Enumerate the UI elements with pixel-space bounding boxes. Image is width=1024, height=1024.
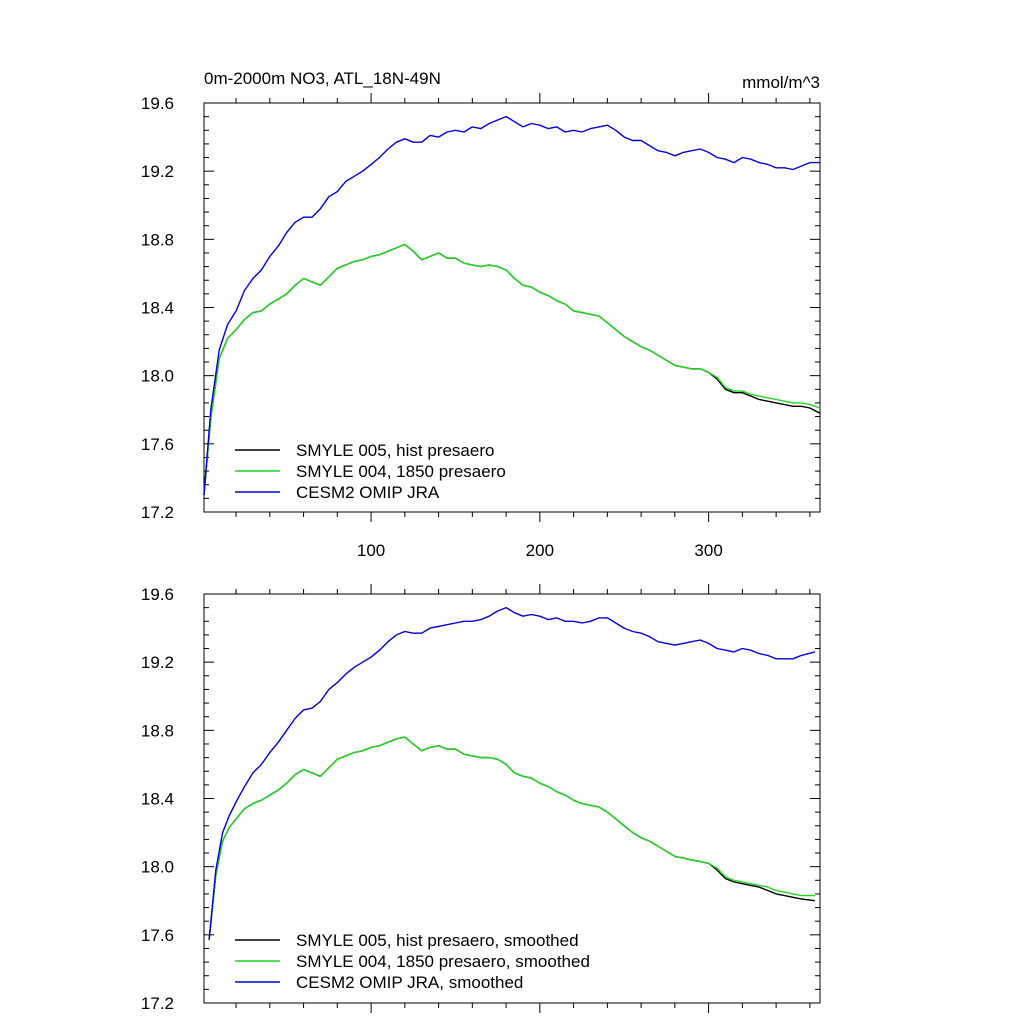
x-tick-label: 300 (694, 541, 722, 560)
top-panel: 17.2 17.6 18.0 18.4 18.8 19.2 19.6 100 200 300 SMY… (141, 93, 821, 560)
y-tick-label: 19.6 (141, 94, 174, 113)
x-tick-label: 200 (526, 541, 554, 560)
series-line (208, 736, 815, 940)
legend-label: SMYLE 004, 1850 presaero (296, 462, 506, 481)
y-tick-label: 19.2 (141, 162, 174, 181)
y-tick-label: 17.6 (141, 435, 174, 454)
legend-label: CESM2 OMIP JRA (296, 483, 440, 502)
legend-label: SMYLE 005, hist presaero, smoothed (296, 931, 579, 950)
y-tick-label: 18.8 (141, 230, 174, 249)
y-tick-label: 18.4 (141, 299, 174, 318)
y-tick-label: 19.6 (141, 585, 174, 604)
y-tick-label: 17.6 (141, 926, 174, 945)
chart-units: mmol/m^3 (742, 73, 820, 92)
series-line (208, 606, 816, 940)
y-tick-label: 17.2 (141, 994, 174, 1013)
bottom-panel: 17.2 17.6 18.0 18.4 18.8 19.2 19.6 SMYLE 005, h… (141, 584, 821, 1013)
series-line (203, 115, 820, 496)
x-tick-label: 100 (357, 541, 385, 560)
legend-label: SMYLE 005, hist presaero (296, 441, 494, 460)
series-line (208, 736, 815, 940)
legend-label: CESM2 OMIP JRA, smoothed (296, 973, 523, 992)
y-tick-label: 19.2 (141, 653, 174, 672)
y-tick-label: 18.4 (141, 790, 174, 809)
y-tick-label: 18.8 (141, 721, 174, 740)
chart-title: 0m-2000m NO3, ATL_18N-49N (204, 69, 441, 88)
legend-label: SMYLE 004, 1850 presaero, smoothed (296, 952, 590, 971)
series-line (203, 243, 821, 496)
y-tick-label: 17.2 (141, 503, 174, 522)
y-tick-label: 18.0 (141, 367, 174, 386)
y-tick-label: 18.0 (141, 858, 174, 877)
